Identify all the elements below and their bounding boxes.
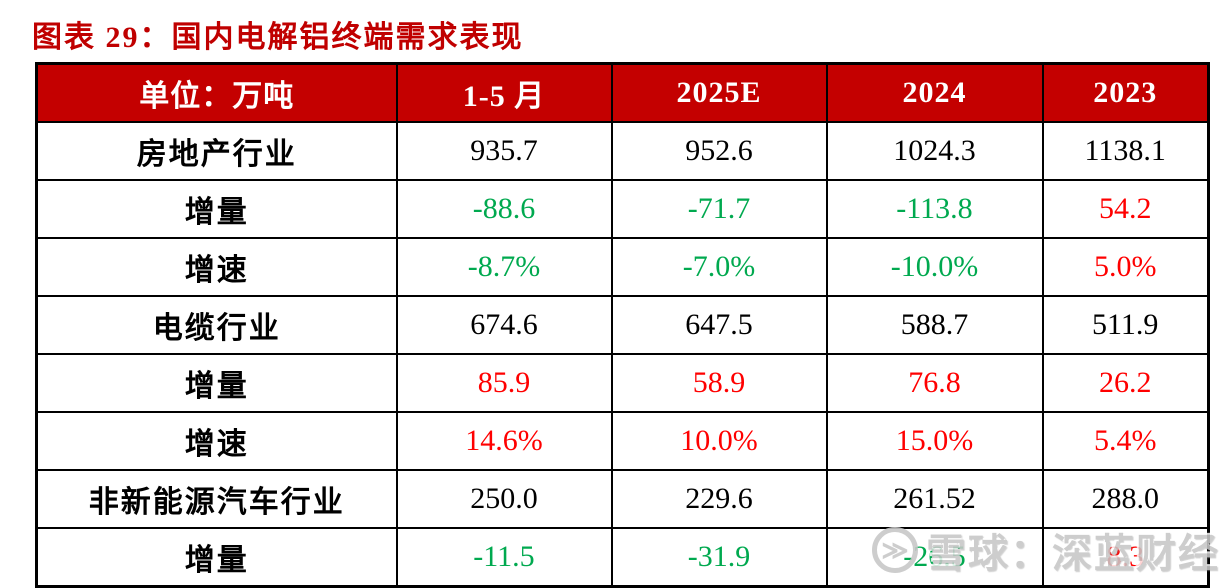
cell: 5.0% <box>1041 237 1210 297</box>
demand-table: 单位：万吨 1-5 月 2025E 2024 2023 房地产行业 935.7 … <box>35 62 1210 588</box>
cell: -31.9 <box>610 527 828 588</box>
table-row: 房地产行业 935.7 952.6 1024.3 1138.1 <box>35 121 1210 181</box>
cell: -8.7% <box>395 237 613 297</box>
cell: 54.2 <box>1041 179 1210 239</box>
header-unit: 单位：万吨 <box>35 62 398 123</box>
header-1-5m: 1-5 月 <box>395 62 613 123</box>
cell: -113.8 <box>825 179 1044 239</box>
table-header-row: 单位：万吨 1-5 月 2025E 2024 2023 <box>35 62 1210 123</box>
cell: 10.0% <box>610 411 828 471</box>
cell: -88.6 <box>395 179 613 239</box>
cell: 1024.3 <box>825 121 1044 181</box>
header-2025e: 2025E <box>610 62 828 123</box>
cell: -10.0% <box>825 237 1044 297</box>
cell: 674.6 <box>395 295 613 355</box>
cell: 58.9 <box>610 353 828 413</box>
cell: 935.7 <box>395 121 613 181</box>
cell: -7.0% <box>610 237 828 297</box>
cell: 250.0 <box>395 469 613 529</box>
table-row: 增量 -88.6 -71.7 -113.8 54.2 <box>35 179 1210 239</box>
cell: 647.5 <box>610 295 828 355</box>
row-label: 非新能源汽车行业 <box>35 469 398 529</box>
cell: 26.2 <box>1041 353 1210 413</box>
row-label: 增速 <box>35 237 398 297</box>
cell: 261.52 <box>825 469 1044 529</box>
table-row: 增量 85.9 58.9 76.8 26.2 <box>35 353 1210 413</box>
table-row: 非新能源汽车行业 250.0 229.6 261.52 288.0 <box>35 469 1210 529</box>
cell: 15.0% <box>825 411 1044 471</box>
table-row: 增速 -8.7% -7.0% -10.0% 5.0% <box>35 237 1210 297</box>
cell: 229.6 <box>610 469 828 529</box>
cell: 8.3 <box>1041 527 1210 588</box>
row-label: 房地产行业 <box>35 121 398 181</box>
cell: -71.7 <box>610 179 828 239</box>
cell: 5.4% <box>1041 411 1210 471</box>
row-label: 增速 <box>35 411 398 471</box>
cell: 1138.1 <box>1041 121 1210 181</box>
row-label: 电缆行业 <box>35 295 398 355</box>
cell: 952.6 <box>610 121 828 181</box>
cell: 85.9 <box>395 353 613 413</box>
cell: 14.6% <box>395 411 613 471</box>
table-row: 增量 -11.5 -31.9 -26.5 8.3 <box>35 527 1210 588</box>
table-row: 增速 14.6% 10.0% 15.0% 5.4% <box>35 411 1210 471</box>
header-2023: 2023 <box>1041 62 1210 123</box>
cell: -11.5 <box>395 527 613 588</box>
row-label: 增量 <box>35 527 398 588</box>
cell: 288.0 <box>1041 469 1210 529</box>
row-label: 增量 <box>35 353 398 413</box>
row-label: 增量 <box>35 179 398 239</box>
table-row: 电缆行业 674.6 647.5 588.7 511.9 <box>35 295 1210 355</box>
figure-title: 图表 29：国内电解铝终端需求表现 <box>32 21 524 54</box>
cell: -26.5 <box>825 527 1044 588</box>
cell: 588.7 <box>825 295 1044 355</box>
header-2024: 2024 <box>825 62 1044 123</box>
cell: 511.9 <box>1041 295 1210 355</box>
cell: 76.8 <box>825 353 1044 413</box>
